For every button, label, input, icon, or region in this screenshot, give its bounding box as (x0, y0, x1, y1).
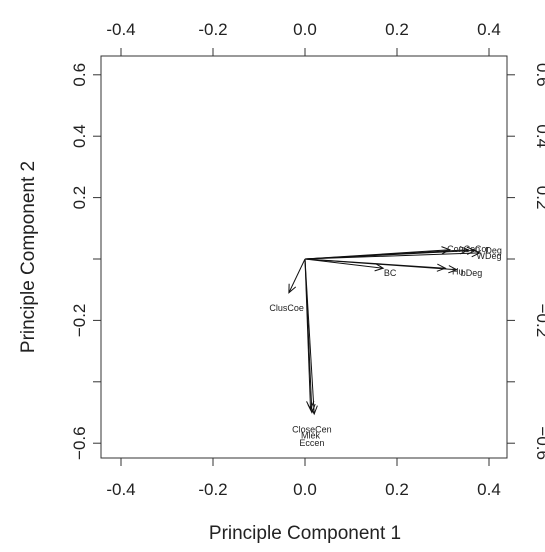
arrowhead (448, 265, 459, 274)
arrowhead (374, 263, 385, 272)
right-tick-label: 0.4 (533, 124, 545, 148)
variable-label: BC (384, 268, 397, 278)
arrow-eigcen (304, 258, 315, 415)
top-tick-label: 0.0 (293, 20, 317, 39)
arrowhead (471, 249, 482, 258)
arrowhead (436, 263, 447, 272)
bottom-axis: -0.4 -0.2 0.0 0.2 0.4 (106, 458, 501, 499)
right-tick-label: −0.2 (533, 304, 545, 338)
x-tick-label: -0.2 (198, 480, 227, 499)
variable-label: ClusCoe (269, 303, 304, 313)
x-tick-label: 0.0 (293, 480, 317, 499)
x-tick-label: 0.2 (385, 480, 409, 499)
right-tick-label: 0.2 (533, 186, 545, 210)
arrowhead (459, 246, 470, 255)
x-tick-label: 0.4 (477, 480, 501, 499)
arrow-hubdeg (304, 258, 457, 271)
top-tick-label: 0.2 (385, 20, 409, 39)
right-axis: −0.6 −0.2 0.2 0.4 0.6 (507, 63, 545, 460)
y-tick-label: −0.6 (70, 426, 89, 460)
y-axis-title: Principle Component 2 (18, 161, 39, 353)
arrow-eccen (304, 258, 312, 410)
x-axis-title: Principle Component 1 (209, 523, 401, 544)
arrowhead (309, 405, 318, 416)
left-axis: −0.6 −0.2 0.2 0.4 0.6 (70, 63, 101, 460)
y-tick-label: 0.4 (70, 124, 89, 148)
variable-label: CloseCen (292, 424, 332, 434)
arrowhead (306, 400, 315, 411)
variable-label: Eccen (299, 438, 324, 448)
arrowhead (288, 283, 297, 294)
top-axis: -0.4 -0.2 0.0 0.2 0.4 (106, 20, 501, 56)
variable-label: ConCen (447, 244, 480, 254)
arrowhead (441, 246, 452, 255)
arrow-bc (304, 258, 384, 269)
top-tick-label: 0.4 (477, 20, 501, 39)
y-tick-label: 0.6 (70, 63, 89, 87)
variable-label: Mlek (301, 431, 321, 441)
variable-label: Deg (485, 245, 502, 255)
y-tick-label: 0.2 (70, 186, 89, 210)
x-tick-label: -0.4 (106, 480, 135, 499)
plot-frame (100, 55, 508, 459)
y-tick-label: −0.2 (70, 304, 89, 338)
right-tick-label: −0.6 (533, 426, 545, 460)
arrow-cluscoe (288, 258, 306, 293)
right-tick-label: 0.6 (533, 63, 545, 87)
variable-label: Hu (452, 266, 464, 276)
arrow-wdeg (304, 252, 480, 260)
variable-label: bDeg (461, 268, 483, 278)
top-tick-label: -0.2 (198, 20, 227, 39)
top-tick-label: -0.4 (106, 20, 135, 39)
loading-arrows (288, 246, 482, 416)
variable-label: WDeg (476, 251, 501, 261)
variable-label: Cor (475, 244, 490, 254)
